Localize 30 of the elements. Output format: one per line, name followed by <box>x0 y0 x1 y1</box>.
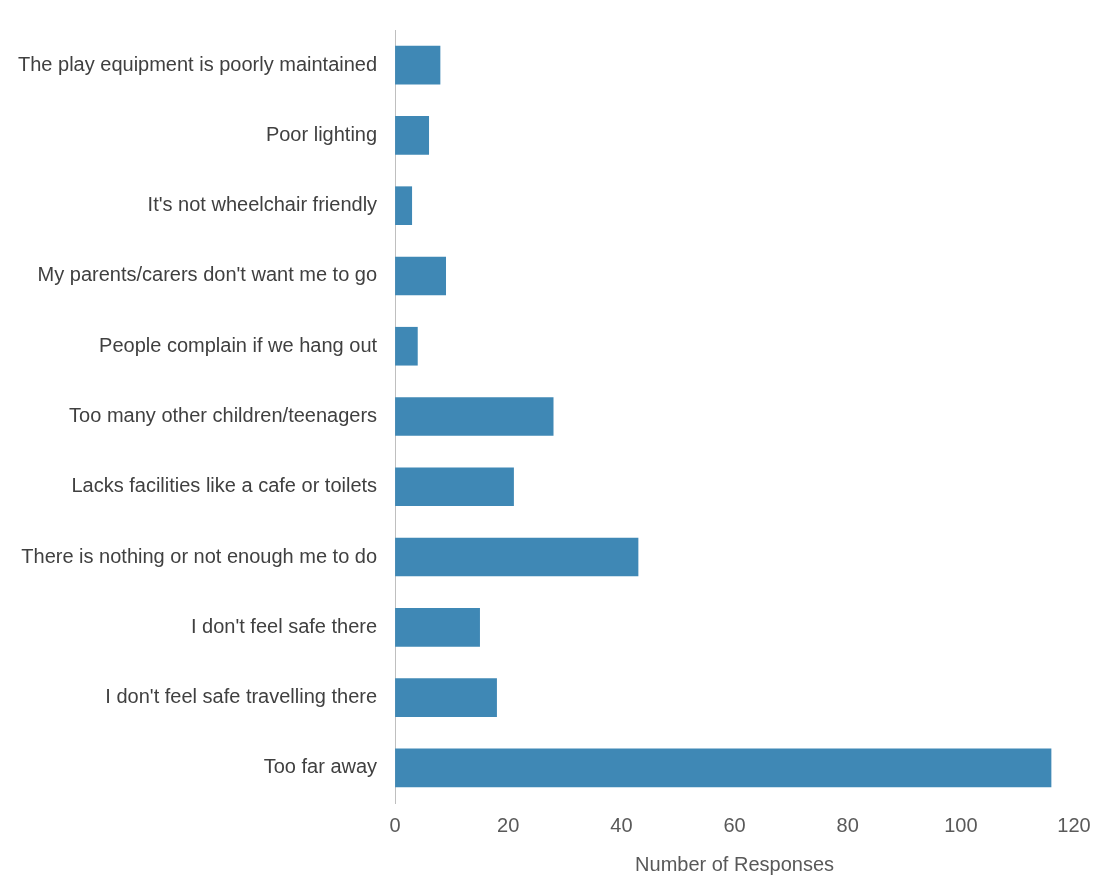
bar <box>395 116 430 155</box>
y-tick-label: There is nothing or not enough me to do <box>21 544 378 567</box>
bar <box>395 186 413 226</box>
bar <box>395 748 1052 788</box>
x-tick-label: 100 <box>944 813 978 836</box>
x-tick-label: 40 <box>610 813 633 836</box>
x-tick-label: 80 <box>836 813 859 836</box>
bar <box>395 467 514 507</box>
bar <box>395 397 554 436</box>
y-tick-label: Lacks facilities like a cafe or toilets <box>71 474 378 497</box>
x-tick-label: 20 <box>497 813 520 836</box>
y-tick-label: My parents/carers don't want me to go <box>37 263 378 286</box>
bar <box>395 326 418 366</box>
x-tick-label: 120 <box>1057 813 1091 836</box>
y-tick-label: Too many other children/teenagers <box>69 404 378 427</box>
y-tick-label: Poor lighting <box>265 122 378 145</box>
y-tick-label: People complain if we hang out <box>99 333 378 356</box>
y-tick-label: Too far away <box>263 755 378 778</box>
bar <box>395 537 639 577</box>
y-tick-label: The play equipment is poorly maintained <box>18 52 378 75</box>
x-axis-title: Number of Responses <box>635 852 835 875</box>
y-tick-label: I don't feel safe there <box>190 614 378 637</box>
y-tick-label: It's not wheelchair friendly <box>147 193 378 216</box>
x-tick-label: 60 <box>723 813 746 836</box>
x-tick-label: 0 <box>389 813 401 836</box>
bar <box>395 678 497 717</box>
bar <box>395 45 441 85</box>
bar <box>395 607 480 647</box>
bar <box>395 256 447 296</box>
y-tick-label: I don't feel safe travelling there <box>105 685 378 708</box>
